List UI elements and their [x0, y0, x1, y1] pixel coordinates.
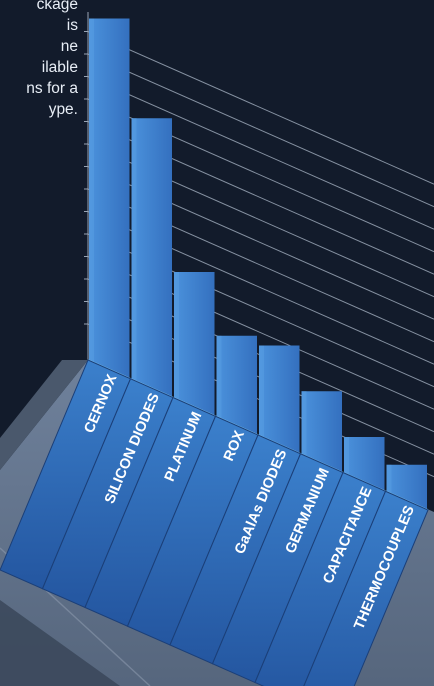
intro-line: ns for a — [26, 80, 78, 97]
intro-text: ckage is ne ilable ns for a ype. — [0, 0, 78, 120]
bars — [87, 18, 429, 511]
grid-line — [87, 76, 434, 230]
intro-line: ckage — [36, 0, 78, 13]
bar-highlight — [216, 335, 222, 419]
bar — [174, 271, 215, 416]
intro-line: is — [66, 17, 78, 34]
platform-edge — [0, 360, 88, 470]
bar — [386, 464, 427, 510]
bar-highlight — [259, 345, 264, 438]
label-bands — [0, 359, 429, 686]
bar — [131, 118, 172, 398]
label-band — [254, 471, 387, 686]
bar — [259, 345, 300, 454]
bar-highlight — [131, 118, 137, 382]
grid-line — [87, 53, 434, 208]
bar-highlight — [386, 464, 392, 494]
bar-highlight — [344, 436, 349, 476]
label-band — [303, 490, 429, 686]
bar-highlight — [301, 391, 307, 457]
bar-highlight — [89, 18, 94, 363]
intro-line: ilable — [41, 59, 78, 76]
bar — [216, 335, 257, 435]
bar — [89, 18, 130, 379]
grid-line — [87, 31, 434, 185]
bar-highlight — [174, 271, 179, 401]
intro-line: ne — [60, 38, 78, 55]
platform-side — [0, 600, 120, 686]
bar — [301, 391, 342, 473]
intro-line: ype. — [48, 101, 78, 118]
